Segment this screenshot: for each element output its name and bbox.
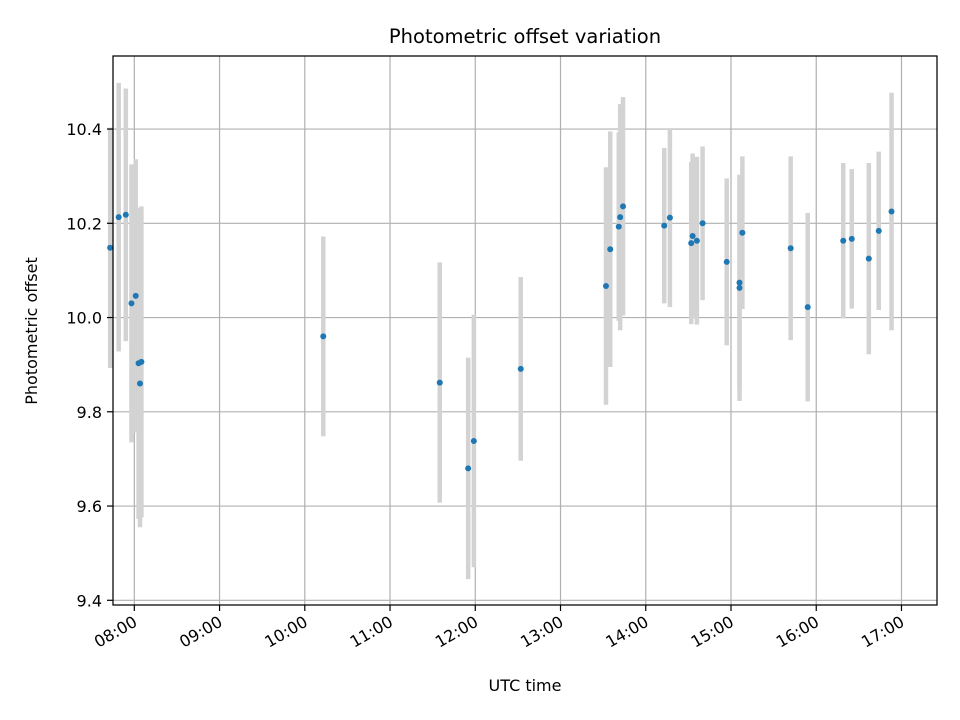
data-point — [617, 214, 624, 221]
data-point — [736, 279, 743, 286]
y-axis-label: Photometric offset — [22, 257, 41, 405]
data-point — [875, 227, 882, 234]
point-layer — [107, 203, 895, 472]
data-point — [689, 233, 696, 240]
data-point — [138, 358, 145, 365]
data-point — [470, 438, 477, 445]
data-point — [465, 465, 472, 472]
y-tick-label: 9.4 — [77, 591, 102, 610]
data-point — [736, 284, 743, 291]
plot-frame — [112, 55, 938, 606]
data-point — [865, 255, 872, 262]
y-tick-label: 10.2 — [66, 214, 102, 233]
data-point — [607, 246, 614, 253]
data-point — [693, 237, 700, 244]
data-point — [787, 245, 794, 252]
data-point — [320, 333, 327, 340]
data-point — [888, 208, 895, 215]
data-point — [107, 244, 114, 251]
data-point — [517, 365, 524, 372]
data-point — [804, 304, 811, 311]
data-point — [136, 380, 143, 387]
y-tick-label: 10.4 — [66, 120, 102, 139]
data-point — [620, 203, 627, 210]
data-point — [666, 214, 673, 221]
data-point — [699, 220, 706, 227]
data-point — [723, 258, 730, 265]
data-point — [661, 222, 668, 229]
data-point — [840, 237, 847, 244]
data-point — [128, 300, 135, 307]
grid-layer — [113, 56, 937, 605]
chart-title: Photometric offset variation — [389, 25, 661, 48]
data-point — [115, 214, 122, 221]
data-point — [739, 229, 746, 236]
y-tick-label: 9.8 — [77, 403, 102, 422]
data-point — [848, 235, 855, 242]
y-tick-label: 9.6 — [77, 497, 102, 516]
data-point — [436, 379, 443, 386]
y-tick-label: 10.0 — [66, 309, 102, 328]
data-point — [688, 240, 695, 247]
data-point — [132, 292, 139, 299]
data-point — [122, 211, 129, 218]
data-point — [602, 282, 609, 289]
data-point — [615, 223, 622, 230]
x-axis-label: UTC time — [489, 676, 562, 695]
y-axis-ticks: 9.4 9.6 9.8 10.0 10.2 10.4 — [66, 120, 113, 610]
